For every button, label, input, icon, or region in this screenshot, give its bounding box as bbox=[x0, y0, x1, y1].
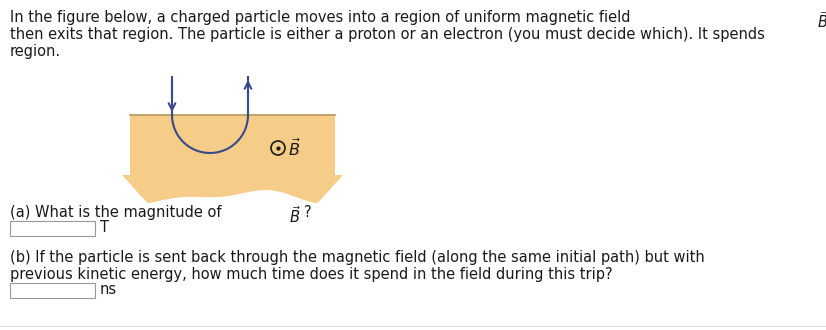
Text: ?: ? bbox=[304, 205, 312, 220]
Text: $\vec{B}$: $\vec{B}$ bbox=[289, 205, 301, 226]
Text: (b) If the particle is sent back through the magnetic field (along the same init: (b) If the particle is sent back through… bbox=[10, 250, 710, 265]
Text: In the figure below, a charged particle moves into a region of uniform magnetic : In the figure below, a charged particle … bbox=[10, 10, 635, 25]
Bar bbox=[10, 283, 95, 298]
Text: (a) What is the magnitude of: (a) What is the magnitude of bbox=[10, 205, 226, 220]
Text: region.: region. bbox=[10, 44, 61, 59]
Text: $\vec{B}$: $\vec{B}$ bbox=[817, 10, 826, 31]
Text: T: T bbox=[100, 220, 109, 236]
Bar bbox=[130, 115, 335, 175]
Polygon shape bbox=[122, 175, 343, 203]
Text: $\vec{B}$: $\vec{B}$ bbox=[288, 137, 301, 159]
Bar bbox=[10, 221, 95, 236]
Text: then exits that region. The particle is either a proton or an electron (you must: then exits that region. The particle is … bbox=[10, 27, 770, 42]
Text: previous kinetic energy, how much time does it spend in the field during this tr: previous kinetic energy, how much time d… bbox=[10, 267, 613, 282]
Text: ns: ns bbox=[100, 282, 117, 298]
